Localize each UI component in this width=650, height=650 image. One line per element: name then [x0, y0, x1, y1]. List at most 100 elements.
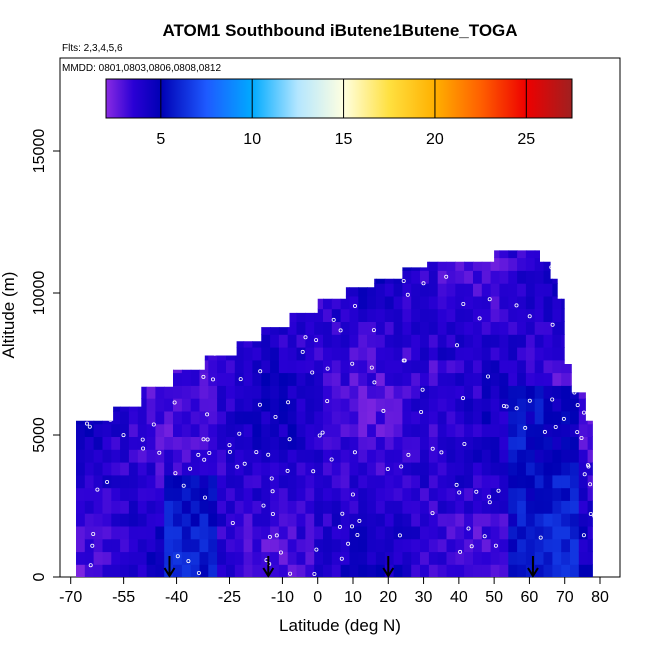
colorbar-tick-label: 15: [335, 131, 353, 148]
heatmap-cell: [146, 449, 156, 463]
heatmap-cell: [517, 321, 527, 335]
sample-point: [485, 374, 490, 379]
heatmap-cell: [446, 334, 456, 348]
heatmap-cell: [199, 410, 209, 425]
heatmap-cell: [243, 474, 253, 489]
heatmap-cell: [384, 308, 395, 322]
heatmap-cell: [323, 372, 333, 386]
heatmap-cell: [226, 410, 236, 425]
heatmap-cell: [261, 551, 271, 565]
sample-point: [420, 387, 425, 392]
heatmap-cell: [411, 385, 421, 399]
heatmap-cell: [437, 334, 448, 348]
heatmap-cell: [93, 423, 103, 437]
heatmap-cell: [375, 410, 386, 425]
heatmap-cell: [234, 525, 245, 540]
heatmap-cell: [393, 564, 403, 577]
heatmap-cell: [525, 334, 536, 348]
heatmap-cell: [587, 564, 593, 577]
heatmap-cell: [517, 270, 527, 284]
heatmap-cell: [455, 372, 465, 386]
heatmap-cell: [323, 334, 333, 348]
sample-point: [575, 403, 580, 408]
heatmap-cell: [243, 436, 253, 450]
heatmap-cell: [561, 474, 571, 489]
heatmap-cell: [146, 525, 156, 540]
heatmap-cell: [543, 500, 553, 514]
heatmap-cell: [543, 347, 553, 361]
heatmap-cell: [296, 462, 306, 476]
sample-point: [482, 534, 487, 539]
heatmap-cell: [252, 398, 262, 412]
heatmap-cell: [473, 500, 483, 514]
heatmap-cell: [481, 513, 492, 527]
heatmap-cell: [331, 487, 342, 501]
heatmap-cell: [305, 462, 315, 476]
heatmap-cell: [490, 359, 500, 374]
heatmap-cell: [314, 321, 324, 335]
heatmap-cell: [358, 513, 368, 527]
heatmap-cell: [384, 564, 395, 577]
heatmap-cell: [437, 359, 448, 374]
heatmap-cell: [217, 372, 227, 386]
heatmap-cell: [570, 436, 580, 450]
heatmap-cell: [84, 538, 95, 553]
heatmap-cell: [270, 551, 280, 565]
heatmap-cell: [226, 487, 236, 501]
heatmap-cell: [428, 410, 439, 425]
heatmap-cell: [508, 347, 518, 361]
heatmap-cell: [252, 474, 262, 489]
sample-point: [196, 571, 201, 576]
sample-point: [402, 358, 407, 363]
heatmap-cell: [464, 283, 474, 297]
heatmap-cell: [331, 295, 342, 310]
heatmap-cell: [428, 308, 439, 322]
heatmap-cell: [375, 359, 386, 374]
heatmap-cell: [384, 538, 395, 553]
heatmap-cell: [508, 250, 518, 259]
heatmap-cell: [358, 487, 368, 501]
heatmap-cell: [455, 423, 465, 437]
heatmap-cell: [358, 436, 368, 450]
heatmap-cell: [587, 551, 593, 565]
heatmap-cell: [287, 513, 298, 527]
heatmap-cell: [375, 372, 386, 386]
heatmap-cell: [120, 538, 130, 553]
heatmap-cell: [464, 359, 474, 374]
heatmap-cell: [173, 423, 183, 437]
heatmap-cell: [561, 487, 571, 501]
heatmap-cell: [349, 462, 359, 476]
heatmap-cell: [437, 321, 448, 335]
heatmap-cell: [331, 513, 342, 527]
heatmap-cell: [234, 564, 245, 577]
heatmap-cell: [261, 385, 271, 399]
sample-point: [527, 398, 532, 403]
heatmap-cell: [525, 462, 536, 476]
heatmap-cell: [278, 462, 289, 476]
heatmap-cell: [578, 474, 589, 489]
sample-point: [205, 437, 210, 442]
sample-point: [121, 433, 126, 438]
heatmap-cell: [455, 347, 465, 361]
heatmap-cell: [578, 436, 589, 450]
heatmap-cell: [446, 372, 456, 386]
heatmap-cell: [464, 398, 474, 412]
heatmap-cell: [534, 525, 545, 540]
heatmap-cell: [534, 551, 545, 565]
heatmap-cell: [208, 474, 218, 489]
heatmap-cell: [411, 372, 421, 386]
heatmap-cell: [499, 321, 509, 335]
sample-point: [501, 403, 506, 408]
sample-point: [227, 449, 232, 454]
heatmap-cell: [181, 525, 192, 540]
heatmap-cell: [155, 538, 165, 553]
heatmap-cell: [473, 359, 483, 374]
heatmap-cell: [375, 321, 386, 335]
heatmap-cell: [208, 525, 218, 540]
heatmap-cell: [199, 500, 209, 514]
x-tick-label: 40: [450, 589, 468, 606]
heatmap-cell: [261, 410, 271, 425]
heatmap-cell: [525, 398, 536, 412]
heatmap-cell: [146, 487, 156, 501]
heatmap-cell: [534, 257, 545, 271]
